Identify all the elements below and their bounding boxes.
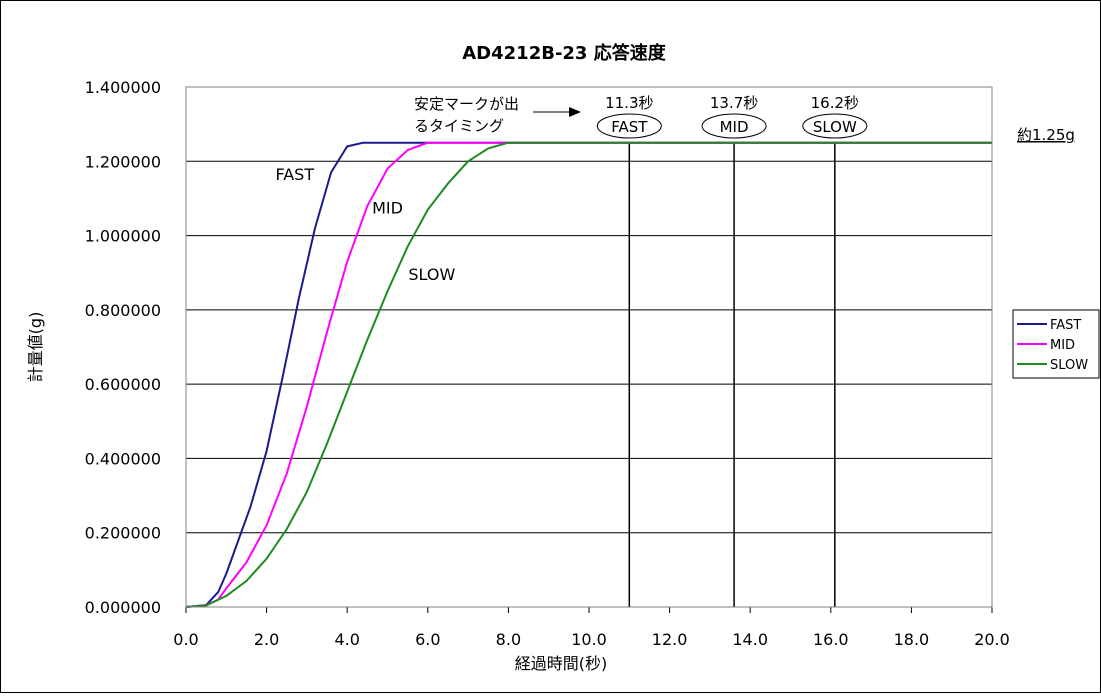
y-tick-label: 1.200000 — [85, 152, 161, 171]
approx-value-label: 約1.25g — [1017, 126, 1075, 144]
x-tick-label: 2.0 — [254, 630, 279, 649]
grid-lines — [186, 86, 992, 534]
series-line-fast — [185, 141, 992, 608]
x-tick-label: 12.0 — [652, 630, 688, 649]
curve-label: MID — [372, 198, 403, 217]
x-tick-label: 6.0 — [415, 630, 440, 649]
y-tick-label: 0.200000 — [85, 524, 161, 543]
legend-label: SLOW — [1050, 358, 1088, 373]
series-line-mid — [185, 141, 992, 608]
y-tick-label: 0.800000 — [85, 301, 161, 320]
marker-mode-label: SLOW — [813, 118, 857, 136]
y-axis-label: 計量値(g) — [26, 312, 45, 383]
plot-area-border — [185, 86, 993, 608]
legend-label: FAST — [1050, 318, 1081, 333]
x-tick-label: 18.0 — [894, 630, 930, 649]
series-line-slow — [185, 141, 992, 608]
marker-mode-label: FAST — [611, 118, 648, 136]
stable-mark-note-line1: 安定マークが出 — [414, 95, 519, 113]
y-tick-label: 0.600000 — [85, 375, 161, 394]
x-tick-label: 8.0 — [496, 630, 521, 649]
curve-labels: FAST MID SLOW — [276, 165, 456, 284]
curve-label: SLOW — [408, 265, 455, 284]
x-tick-label: 0.0 — [173, 630, 198, 649]
curve-label: FAST — [276, 165, 315, 184]
y-tick-label: 0.000000 — [85, 598, 161, 617]
x-axis-label: 経過時間(秒) — [515, 654, 608, 673]
y-axis-ticks: 0.000000 0.200000 0.400000 0.600000 0.800000… — [85, 78, 161, 617]
marker-time-label: 11.3秒 — [605, 94, 653, 112]
y-tick-label: 0.400000 — [85, 449, 161, 468]
legend: FAST MID SLOW — [1012, 309, 1100, 379]
x-tick-label: 10.0 — [571, 630, 607, 649]
marker-ellipse — [701, 113, 767, 139]
x-axis-ticks: 0.0 2.0 4.0 6.0 8.0 10.0 12.0 14.0 16.0 18.0 20.0 — [173, 607, 1010, 649]
legend-label: MID — [1050, 338, 1075, 353]
marker-ellipse — [596, 113, 662, 139]
vertical-markers: 11.3秒 FAST 13.7秒 MID 16.2秒 SLOW — [596, 94, 868, 607]
y-tick-label: 1.000000 — [85, 227, 161, 246]
marker-time-label: 16.2秒 — [811, 94, 859, 112]
x-tick-label: 16.0 — [813, 630, 849, 649]
marker-mode-label: MID — [720, 118, 749, 136]
marker-time-label: 13.7秒 — [710, 94, 758, 112]
y-tick-label: 1.400000 — [85, 78, 161, 97]
marker-ellipse — [802, 113, 868, 139]
stable-mark-note-line2: るタイミング — [414, 117, 504, 135]
series-lines — [185, 141, 992, 608]
x-tick-label: 20.0 — [974, 630, 1010, 649]
x-tick-label: 14.0 — [732, 630, 768, 649]
chart-title: AD4212B-23 応答速度 — [462, 42, 666, 64]
stable-mark-arrowhead — [569, 107, 581, 117]
x-tick-label: 4.0 — [334, 630, 359, 649]
